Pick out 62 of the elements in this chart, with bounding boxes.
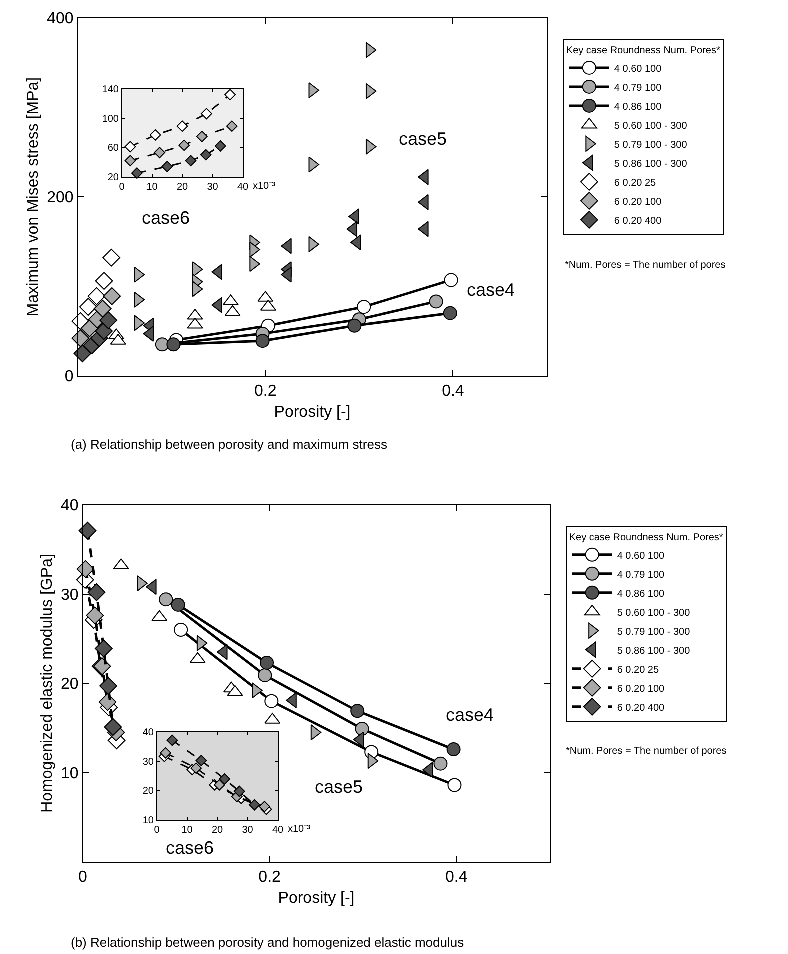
legend-label: 6 0.20 100 [617,684,666,695]
annotation: case6 [166,838,214,858]
annotation: x10⁻³ [288,824,312,835]
x-tick-label: 0.4 [445,869,468,886]
x-tick-label: 20 [176,182,188,193]
legend-title: Key case Roundness Num. Pores* [569,532,724,544]
y-tick-label: 0 [64,368,74,386]
x-tick-label: 0.2 [258,869,282,886]
legend-label: 6 0.20 25 [614,178,657,189]
text: *Num. Pores = The number of pores [565,260,726,271]
x-tick-label: 10 [182,825,194,836]
legend-label: 5 0.60 100 - 300 [617,608,691,619]
x-tick-label: 40 [272,825,284,836]
legend-label: 4 0.60 100 [617,550,666,562]
legend-label: 6 0.20 25 [617,664,660,676]
y-tick-label: 40 [61,498,79,515]
y-tick-label: 100 [102,114,120,125]
legend-label: 5 0.86 100 - 300 [614,158,688,170]
x-tick-label: 0.2 [254,383,277,400]
y-tick-label: 20 [108,172,120,184]
text: (a) Relationship between porosity and maximum stress [71,437,388,452]
x-tick-label: 20 [212,825,224,836]
y-tick-label: 10 [142,816,154,826]
y-tick-label: 40 [142,728,154,738]
legend-label: 5 0.79 100 - 300 [614,140,688,151]
legend-label: 5 0.79 100 - 300 [617,626,691,638]
y-tick-label: 20 [61,676,79,694]
annotation: case5 [399,129,448,149]
annotation: case5 [315,777,364,797]
annotation: case4 [467,280,516,300]
legend-label: 6 0.20 400 [614,216,662,227]
x-axis-title: Porosity [-] [274,404,351,421]
y-axis-title: Maximum von Mises stress [MPa] [24,77,42,317]
annotation: case6 [142,208,190,228]
x-tick-label: 40 [237,182,249,193]
y-tick-label: 20 [142,786,154,798]
x-tick-label: 0.4 [442,383,464,400]
legend-label: 4 0.79 100 [614,82,662,94]
x-axis-title: Porosity [-] [278,890,355,907]
legend-label: 4 0.60 100 [614,64,662,75]
y-axis-title: Homogenized elastic modulus [GPa] [38,554,56,813]
legend-label: 5 0.60 100 - 300 [614,120,688,132]
legend-label: 6 0.20 100 [614,196,662,208]
x-tick-label: 30 [207,182,219,193]
y-tick-label: 30 [61,586,79,604]
legend-label: 4 0.86 100 [617,588,666,600]
y-tick-label: 400 [47,10,74,28]
legend-title: Key case Roundness Num. Pores* [566,45,720,56]
legend-label: 4 0.86 100 [614,102,662,113]
y-tick-label: 10 [61,765,79,782]
text: *Num. Pores = The number of pores [566,746,727,757]
x-tick-label: 30 [242,825,254,836]
y-tick-label: 30 [142,756,154,768]
annotation: case4 [446,705,494,725]
text: (b) Relationship between porosity and homogenized elastic modulus [71,935,465,950]
legend-label: 4 0.79 100 [617,570,666,581]
y-tick-label: 60 [108,143,120,154]
annotation: x10⁻³ [253,181,276,192]
y-tick-label: 140 [102,84,120,96]
legend-label: 5 0.86 100 - 300 [617,646,691,657]
y-tick-label: 200 [47,190,74,207]
legend-label: 6 0.20 400 [617,702,666,714]
